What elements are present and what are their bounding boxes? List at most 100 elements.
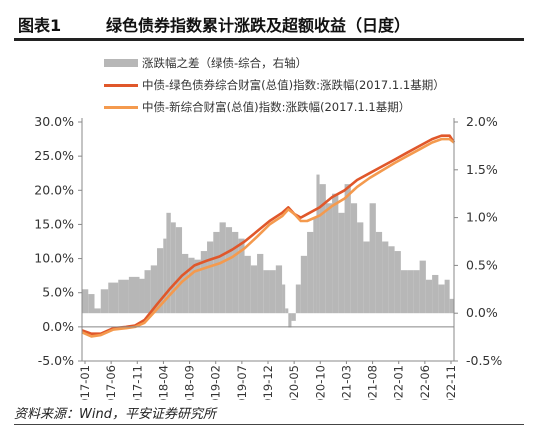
x-tick-label: 2019-07: [235, 365, 249, 400]
y-tick-label-left: 5.0%: [42, 285, 74, 300]
bar: [108, 282, 119, 314]
x-tick-label: 2019-02: [209, 365, 223, 400]
legend-swatch-green-bond: [104, 83, 138, 87]
bar: [319, 184, 326, 314]
bar: [382, 241, 389, 314]
bar: [375, 231, 383, 314]
bar: [166, 212, 171, 314]
y-tick-label-left: 30.0%: [34, 114, 74, 129]
bar: [269, 270, 276, 314]
bar: [94, 308, 101, 314]
legend-label-green-bond: 中债-绿色债券综合财富(总值)指数:涨跌幅(2017.1.1基期）: [142, 78, 445, 92]
line-green-bond: [81, 134, 456, 336]
bar: [325, 203, 333, 314]
bar: [257, 253, 264, 314]
bar: [338, 212, 345, 314]
x-tick-label: 2018-04: [156, 365, 170, 400]
source-divider: [14, 424, 524, 425]
bar: [444, 279, 450, 314]
y-tick-label-left: 20.0%: [34, 182, 74, 197]
bar: [275, 265, 283, 314]
bar: [175, 227, 183, 314]
bar: [394, 251, 401, 314]
bar: [118, 279, 129, 314]
bar: [295, 284, 301, 314]
line-series: [81, 134, 456, 338]
bar: [425, 279, 433, 314]
bar: [150, 265, 158, 314]
chart-title: 绿色债券指数累计涨跌及超额收益（日度）: [106, 16, 411, 35]
bar: [288, 313, 292, 328]
legend-label-diff: 涨跌幅之差（绿债-综合，右轴）: [142, 56, 308, 70]
y-tick-label-left: -5.0%: [38, 353, 74, 368]
bar: [350, 203, 358, 314]
y-tick-label-left: 25.0%: [34, 148, 74, 163]
bar: [400, 270, 408, 314]
x-tick-label: 2022-06: [418, 365, 432, 400]
bar: [182, 253, 189, 314]
bar: [282, 284, 286, 314]
line-composite: [81, 137, 455, 338]
figure-label: 图表1: [18, 16, 62, 35]
bar: [432, 274, 439, 314]
bar: [369, 203, 376, 314]
x-tick-label: 2022-11: [444, 365, 458, 400]
bar: [419, 260, 426, 314]
legend-item-diff: 涨跌幅之差（绿债-综合，右轴）: [104, 54, 307, 72]
legend-item-composite: 中债-新综合财富(总值)指数:涨跌幅(2017.1.1基期）: [104, 98, 410, 116]
bar: [316, 174, 320, 314]
bar: [285, 308, 289, 314]
bar: [157, 248, 164, 314]
x-tick-label: 2021-08: [366, 365, 380, 400]
y-tick-label-right: 0.0%: [466, 305, 498, 320]
x-tick-label: 2017-01: [78, 365, 92, 400]
bar: [200, 251, 208, 314]
bar: [263, 270, 270, 314]
bar-series-diff: [82, 174, 454, 328]
bar: [100, 289, 109, 314]
bar: [244, 255, 251, 314]
x-tick-label: 2017-11: [130, 365, 144, 400]
bar: [413, 270, 420, 314]
bar: [332, 193, 339, 314]
bar: [407, 270, 414, 314]
axes: 30.0% 25.0% 20.0% 15.0% 10.0% 5.0% 0.0% -5.0% 2.…: [34, 114, 502, 400]
chart-plot: 30.0% 25.0% 20.0% 15.0% 10.0% 5.0% 0.0% -5.0% 2.…: [34, 114, 502, 400]
bar: [291, 313, 296, 321]
bar: [344, 184, 351, 314]
y-tick-label-right: 1.0%: [466, 210, 498, 225]
bar: [128, 276, 140, 314]
y-tick-label-left: 0.0%: [42, 319, 74, 334]
bar: [194, 259, 201, 314]
bar: [139, 278, 145, 314]
bar: [313, 217, 317, 314]
bar: [438, 284, 445, 314]
x-tick-label: 2019-12: [261, 365, 275, 400]
y-tick-label-left: 10.0%: [34, 251, 74, 266]
bar: [300, 255, 308, 314]
x-tick-label: 2022-01: [392, 365, 406, 400]
y-tick-label-left: 15.0%: [34, 216, 74, 231]
legend-item-green-bond: 中债-绿色债券综合财富(总值)指数:涨跌幅(2017.1.1基期）: [104, 76, 445, 94]
bar: [163, 238, 167, 314]
bar: [250, 265, 258, 314]
y-tick-label-right: 1.5%: [466, 162, 498, 177]
bar: [213, 231, 220, 314]
bar: [207, 241, 214, 314]
title-bar: 图表1 绿色债券指数累计涨跌及超额收益（日度）: [14, 8, 524, 41]
bar: [238, 238, 245, 314]
bar: [170, 222, 176, 314]
bar: [225, 227, 233, 314]
legend-swatch-composite: [104, 105, 138, 109]
y-tick-label-right: -0.5%: [466, 353, 502, 368]
legend-swatch-diff: [104, 59, 138, 67]
x-tick-label: 2020-05: [287, 365, 301, 400]
bar: [88, 294, 95, 314]
bar: [357, 222, 364, 314]
bar: [388, 246, 395, 314]
x-tick-label: 2021-03: [339, 365, 353, 400]
bar: [144, 270, 151, 314]
bar: [232, 231, 239, 314]
bar: [363, 241, 370, 314]
bar: [219, 222, 226, 314]
